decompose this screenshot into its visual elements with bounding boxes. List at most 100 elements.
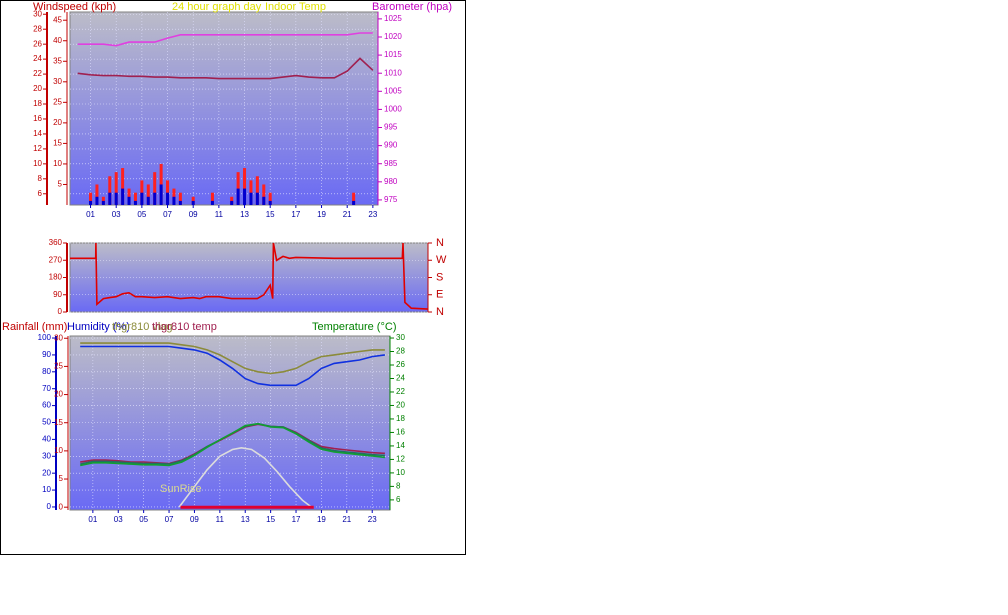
bar: [268, 200, 272, 205]
y-tick-label: 15: [53, 139, 62, 148]
x-tick-label: 23: [368, 515, 377, 524]
bar: [114, 172, 118, 205]
y-tick-label: 20: [396, 401, 405, 410]
y-tick-label: 1010: [384, 68, 402, 77]
y-tick-label: 10: [42, 485, 51, 494]
y-tick-label: 10: [396, 468, 405, 477]
x-tick-label: 05: [139, 515, 148, 524]
x-tick-label: 07: [163, 210, 172, 219]
x-tick-label: 01: [88, 515, 97, 524]
series-name: Indoor Temp: [265, 1, 326, 13]
bar: [159, 184, 163, 205]
bar: [127, 196, 131, 205]
y-tick-label: 26: [396, 360, 405, 369]
y-tick-label: 22: [396, 387, 405, 396]
bar: [133, 200, 137, 205]
line: [80, 345, 386, 387]
y-tick-label: 0: [47, 502, 52, 511]
y-tick-label: 5: [59, 474, 64, 483]
bar: [210, 200, 214, 205]
bar: [108, 176, 112, 205]
bar: [108, 192, 112, 205]
y-tick-label: 22: [33, 69, 42, 78]
y-tick-label: 12: [33, 144, 42, 153]
bar: [236, 188, 240, 205]
bar: [243, 168, 247, 205]
x-tick-label: 11: [215, 210, 224, 219]
x-tick-label: 19: [317, 210, 326, 219]
x-tick-label: 05: [137, 210, 146, 219]
bar: [146, 184, 150, 205]
x-tick-label: 07: [165, 515, 174, 524]
y-tick-label: 1015: [384, 50, 402, 59]
bar: [255, 192, 259, 205]
y-tick-label: 30: [33, 9, 42, 18]
bar: [95, 196, 99, 205]
y-tick-label: 1005: [384, 86, 402, 95]
bar: [166, 192, 170, 205]
y-tick-label: 80: [42, 367, 51, 376]
bar: [133, 192, 137, 205]
y-tick-label: 24: [396, 374, 405, 383]
y-tick-label: 10: [53, 159, 62, 168]
bar: [255, 176, 259, 205]
bar: [140, 192, 144, 205]
y-tick-label: 180: [49, 273, 63, 282]
y-tick-label: 20: [33, 84, 42, 93]
bar: [191, 200, 195, 205]
x-tick-label: 19: [317, 515, 326, 524]
y-tick-label: 70: [42, 384, 51, 393]
line: [77, 57, 374, 80]
y-tick-label: 30: [396, 333, 405, 342]
x-tick-label: 09: [189, 210, 198, 219]
x-tick-label: 13: [240, 210, 249, 219]
y-tick-label: 40: [42, 434, 51, 443]
y-tick-label: 30: [53, 77, 62, 86]
x-tick-label: 15: [266, 210, 275, 219]
y-tick-label: N: [436, 306, 444, 318]
x-tick-label: 17: [291, 210, 300, 219]
bar: [121, 188, 125, 205]
y-tick-label: 975: [384, 195, 398, 204]
y-tick-label: 12: [396, 455, 405, 464]
bar: [89, 192, 93, 205]
bar: [210, 192, 214, 205]
x-tick-label: 15: [266, 515, 275, 524]
axis-title: Temperature (°C): [312, 321, 396, 333]
bar: [153, 192, 157, 205]
y-tick-label: 1025: [384, 14, 402, 23]
y-tick-label: 1020: [384, 32, 402, 41]
x-tick-label: 21: [342, 515, 351, 524]
y-tick-label: W: [436, 254, 447, 266]
y-tick-label: 20: [54, 390, 63, 399]
line: [178, 446, 312, 508]
y-tick-label: 90: [53, 290, 62, 299]
y-tick-label: 26: [33, 39, 42, 48]
x-tick-label: 17: [292, 515, 301, 524]
y-tick-label: 8: [38, 174, 43, 183]
y-tick-label: E: [436, 289, 443, 301]
bar: [95, 184, 99, 205]
y-tick-label: 18: [33, 99, 42, 108]
plot-area: [69, 242, 429, 313]
y-tick-label: 980: [384, 177, 398, 186]
y-tick-label: 990: [384, 141, 398, 150]
x-tick-label: 13: [241, 515, 250, 524]
x-tick-label: 09: [190, 515, 199, 524]
y-tick-label: 100: [38, 333, 52, 342]
y-tick-label: 14: [396, 441, 405, 450]
y-tick-label: 45: [53, 15, 62, 24]
bar: [268, 192, 272, 205]
y-tick-label: 10: [33, 159, 42, 168]
x-tick-label: 03: [114, 515, 123, 524]
bar: [178, 192, 182, 205]
y-tick-label: 18: [396, 414, 405, 423]
series-name: thgr810 vlag: [112, 321, 173, 333]
bar: [89, 200, 93, 205]
y-tick-label: S: [436, 271, 443, 283]
y-tick-label: 8: [396, 482, 401, 491]
y-tick-label: 50: [42, 418, 51, 427]
bar: [121, 168, 125, 205]
bar: [230, 200, 234, 205]
